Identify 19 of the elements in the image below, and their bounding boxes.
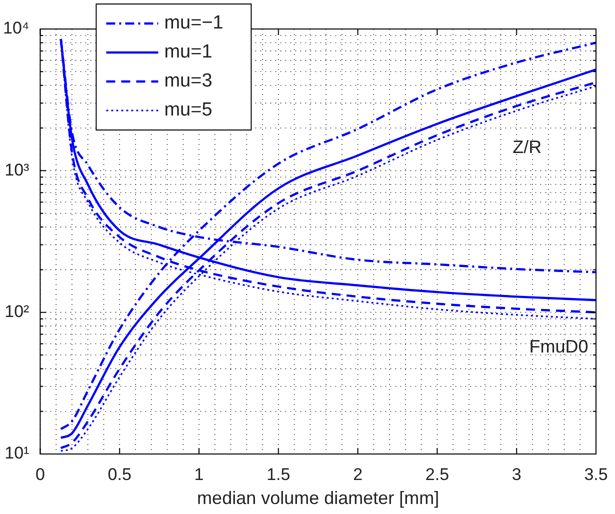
y-tick-label: 10² (4, 302, 30, 322)
legend-label: mu=5 (164, 100, 212, 121)
x-tick-label: 3.5 (584, 464, 608, 484)
y-tick-label: 10³ (4, 160, 30, 180)
annotation: FmuD0 (529, 336, 588, 357)
y-tick-label: 10¹ (4, 444, 30, 463)
x-tick-label: 1.5 (266, 464, 290, 484)
annotation: Z/R (512, 136, 542, 157)
legend-label: mu=1 (164, 42, 212, 63)
legend-label: mu=−1 (164, 12, 224, 34)
y-tick-label: 10⁴ (2, 18, 30, 38)
x-tick-label: 0.5 (108, 464, 132, 484)
x-axis-title: median volume diameter [mm] (197, 488, 440, 508)
legend-label: mu=3 (164, 70, 212, 92)
x-tick-label: 2 (353, 464, 363, 484)
x-tick-label: 0 (35, 464, 45, 484)
x-tick-label: 3 (512, 464, 522, 484)
x-tick-label: 1 (194, 464, 204, 484)
x-tick-label: 2.5 (425, 464, 450, 484)
